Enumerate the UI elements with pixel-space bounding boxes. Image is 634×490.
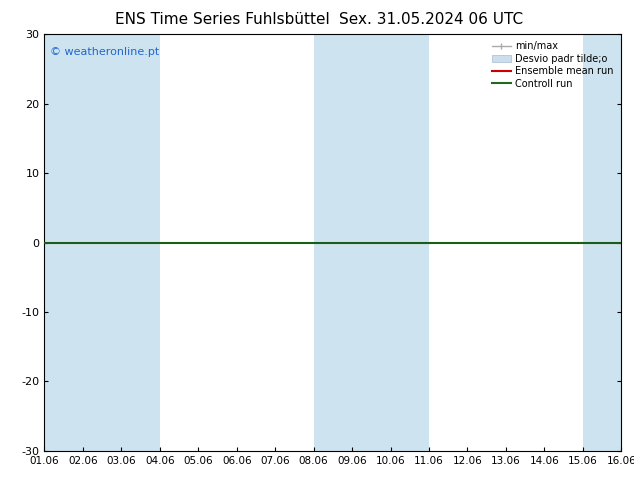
Bar <box>121 34 160 451</box>
Legend: min/max, Desvio padr tilde;o, Ensemble mean run, Controll run: min/max, Desvio padr tilde;o, Ensemble m… <box>492 41 614 89</box>
Text: © weatheronline.pt: © weatheronline.pt <box>50 47 159 57</box>
Text: Sex. 31.05.2024 06 UTC: Sex. 31.05.2024 06 UTC <box>339 12 523 27</box>
Bar <box>352 34 391 451</box>
Bar <box>83 34 121 451</box>
Bar <box>583 34 621 451</box>
Bar <box>314 34 352 451</box>
Text: ENS Time Series Fuhlsbüttel: ENS Time Series Fuhlsbüttel <box>115 12 329 27</box>
Bar <box>44 34 83 451</box>
Bar <box>391 34 429 451</box>
